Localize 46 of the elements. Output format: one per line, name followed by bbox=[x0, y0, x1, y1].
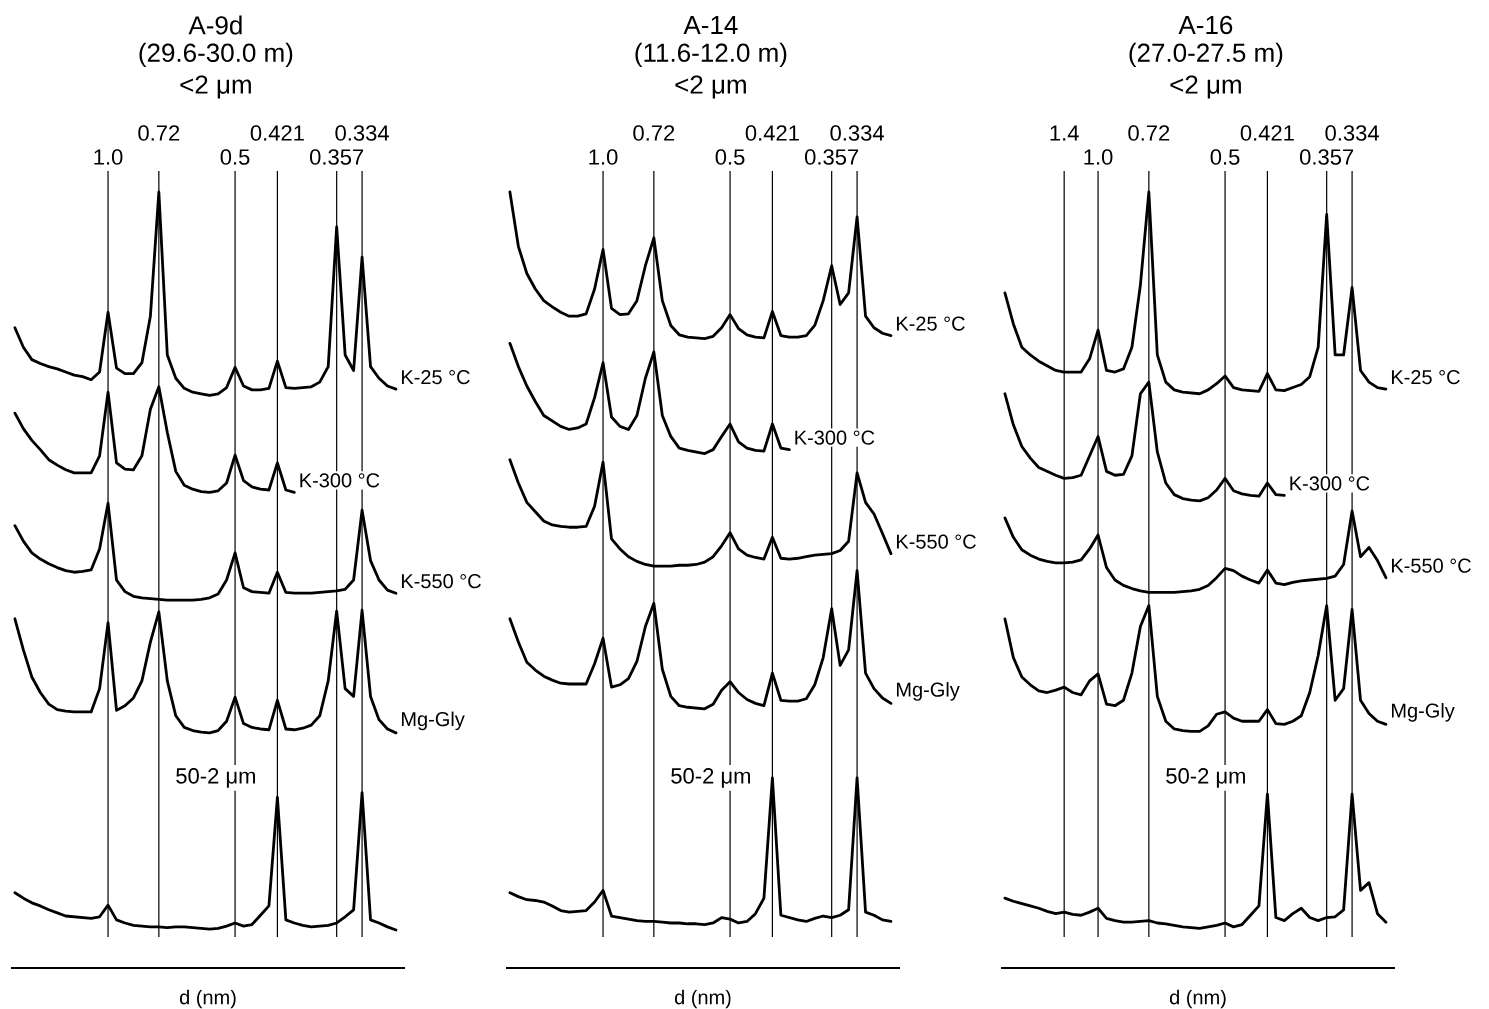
x-tick-label: 0.72 bbox=[138, 125, 180, 141]
x-tick-label: 0.357 bbox=[309, 149, 364, 165]
chart-title: A-14 bbox=[683, 16, 738, 34]
series-label: Mg-Gly bbox=[1391, 703, 1455, 722]
series-label: K-550 °C bbox=[896, 534, 976, 549]
text: <2 μm bbox=[675, 75, 746, 99]
series-label: 50-2 μm bbox=[671, 768, 750, 788]
x-axis-title: d (nm) bbox=[674, 989, 731, 1009]
x-tick-label: 0.357 bbox=[805, 149, 859, 165]
series-label: 50-2 μm bbox=[1166, 768, 1245, 788]
chart-title: A-9d bbox=[188, 15, 242, 35]
x-tick-label: 0.5 bbox=[715, 149, 745, 165]
series-label: Mg-Gly bbox=[896, 682, 960, 701]
text: <2 μm bbox=[180, 75, 251, 99]
x-tick-label: 0.5 bbox=[220, 149, 250, 165]
x-tick-label: 1.4 bbox=[1050, 125, 1079, 141]
x-tick-label: 0.334 bbox=[1325, 125, 1379, 141]
x-tick-label: 0.357 bbox=[1300, 149, 1354, 165]
x-tick-label: 0.5 bbox=[1210, 149, 1240, 165]
chart-subtitle: (11.6-12.0 m) bbox=[635, 42, 787, 68]
x-tick-label: 0.421 bbox=[1240, 125, 1294, 141]
series-label: K-25 °C bbox=[401, 370, 470, 385]
x-tick-label: 0.334 bbox=[830, 125, 884, 141]
x-tick-label: 0.334 bbox=[335, 125, 389, 141]
series-label: 50-2 μm bbox=[176, 768, 255, 788]
x-axis-title: d (nm) bbox=[1169, 989, 1226, 1009]
series-label: K-550 °C bbox=[1391, 558, 1471, 573]
x-tick-label: 0.72 bbox=[1128, 125, 1170, 141]
text: <2 μm bbox=[1170, 75, 1241, 99]
x-tick-label: 1.0 bbox=[1084, 149, 1113, 165]
x-tick-label: 0.421 bbox=[745, 125, 799, 141]
x-tick-label: 0.72 bbox=[633, 125, 675, 141]
chart-title: A-16 bbox=[1178, 15, 1233, 35]
series-label: K-300 °C bbox=[795, 430, 875, 445]
x-tick-label: 1.0 bbox=[589, 149, 618, 165]
x-tick-label: 0.421 bbox=[250, 125, 304, 141]
series-label: K-25 °C bbox=[1391, 370, 1460, 385]
series-label: Mg-Gly bbox=[401, 711, 465, 731]
chart-subtitle: (29.6-30.0 m) bbox=[139, 42, 293, 68]
x-axis-title: d (nm) bbox=[179, 989, 236, 1009]
chart-subtitle: (27.0-27.5 m) bbox=[1129, 42, 1283, 68]
series-label: K-300 °C bbox=[300, 473, 380, 488]
series-label: K-550 °C bbox=[401, 574, 481, 589]
series-label: K-25 °C bbox=[896, 316, 965, 331]
series-label: K-300 °C bbox=[1290, 476, 1370, 491]
x-tick-label: 1.0 bbox=[94, 149, 123, 165]
